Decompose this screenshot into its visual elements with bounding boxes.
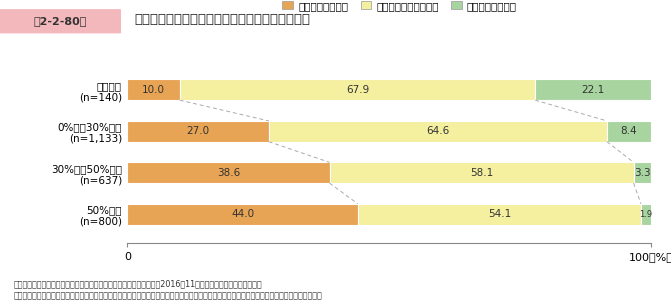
Legend: 予想より高かった, 概ね予想どおりだった, 予想より低かった: 予想より高かった, 概ね予想どおりだった, 予想より低かった (278, 0, 521, 15)
Text: 8.4: 8.4 (621, 126, 637, 136)
Bar (607, 121, 651, 142)
FancyBboxPatch shape (0, 9, 123, 33)
Bar (127, 162, 329, 183)
Text: 第2-2-80図: 第2-2-80図 (34, 16, 87, 26)
Bar (358, 204, 641, 225)
Bar (641, 204, 651, 225)
Text: 54.1: 54.1 (488, 209, 511, 219)
Bar (127, 204, 358, 225)
Bar (180, 79, 535, 100)
Text: （注）自社株式の評価額算出について「定期的に評価額を算出している」、「不定期だが評価額を算出している（一回のみを含む）」と回答した: （注）自社株式の評価額算出について「定期的に評価額を算出している」、「不定期だが… (13, 292, 322, 301)
Bar (127, 121, 269, 142)
Text: 44.0: 44.0 (231, 209, 254, 219)
Text: 自己資本比率別に見た、自社株式の評価額の印象: 自己資本比率別に見た、自社株式の評価額の印象 (134, 13, 310, 26)
Text: 3.3: 3.3 (634, 168, 651, 178)
Text: 1.9: 1.9 (639, 210, 652, 219)
Bar (633, 162, 651, 183)
Text: 38.6: 38.6 (217, 168, 240, 178)
Text: 64.6: 64.6 (426, 126, 450, 136)
Bar (127, 79, 180, 100)
Bar (269, 121, 607, 142)
Bar (329, 162, 633, 183)
Text: 58.1: 58.1 (470, 168, 493, 178)
Text: 10.0: 10.0 (142, 85, 165, 95)
Text: 22.1: 22.1 (581, 85, 605, 95)
Text: 27.0: 27.0 (187, 126, 210, 136)
Text: 資料：中小企業庁委託「企業経営の継続に関するアンケート調査」（2016年11月、（株）東京商工リサーチ）: 資料：中小企業庁委託「企業経営の継続に関するアンケート調査」（2016年11月、… (13, 280, 262, 289)
Text: 67.9: 67.9 (346, 85, 369, 95)
Bar (535, 79, 651, 100)
